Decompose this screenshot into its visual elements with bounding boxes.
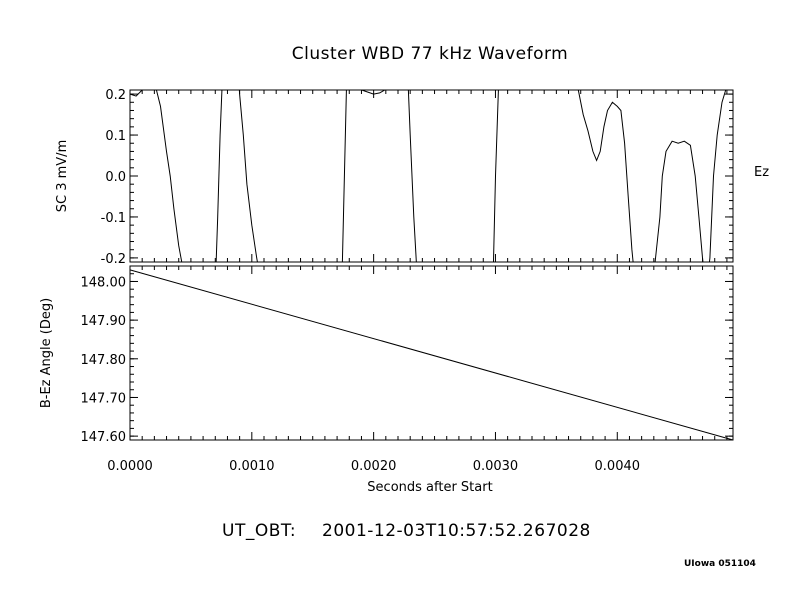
angle-frame <box>129 265 734 441</box>
waveform-y-tick-label: 0.0 <box>105 170 126 185</box>
waveform-panel: 0.2 0.1 0.0 -0.1 -0.2 SC 3 mV/m Ez <box>55 88 769 267</box>
waveform-y-tick-label: 0.2 <box>105 88 126 103</box>
waveform-y-tick-label: -0.1 <box>101 211 126 226</box>
ut-label: UT_OBT: <box>222 521 296 541</box>
waveform-y-axis-label: SC 3 mV/m <box>55 140 70 212</box>
angle-y-tick-label: 147.80 <box>81 353 127 368</box>
x-tick-label: 0.0010 <box>229 459 275 474</box>
angle-trace <box>129 269 734 441</box>
x-tick-label: 0.0040 <box>595 459 641 474</box>
ut-timestamp: 2001-12-03T10:57:52.267028 <box>322 521 591 541</box>
waveform-trace <box>130 90 727 262</box>
waveform-y-tick-label: -0.2 <box>101 252 126 267</box>
waveform-y-tick-label: 0.1 <box>105 129 126 144</box>
angle-y-tick-label: 147.90 <box>81 314 127 329</box>
x-tick-label: 0.0000 <box>107 459 153 474</box>
angle-y-tick-label: 147.60 <box>81 430 127 445</box>
chart-title: Cluster WBD 77 kHz Waveform <box>292 44 569 64</box>
x-axis-label: Seconds after Start <box>367 480 492 495</box>
angle-y-tick-label: 148.00 <box>81 275 127 290</box>
angle-panel: 148.00 147.90 147.80 147.70 147.60 0.0000 0.0… <box>39 265 734 474</box>
angle-y-tick-label: 147.70 <box>81 391 127 406</box>
angle-y-axis-label: B-Ez Angle (Deg) <box>39 298 54 408</box>
x-tick-label: 0.0020 <box>351 459 397 474</box>
channel-label-ez: Ez <box>754 165 769 180</box>
credit-label: UIowa 051104 <box>684 559 756 569</box>
x-tick-label: 0.0030 <box>473 459 519 474</box>
